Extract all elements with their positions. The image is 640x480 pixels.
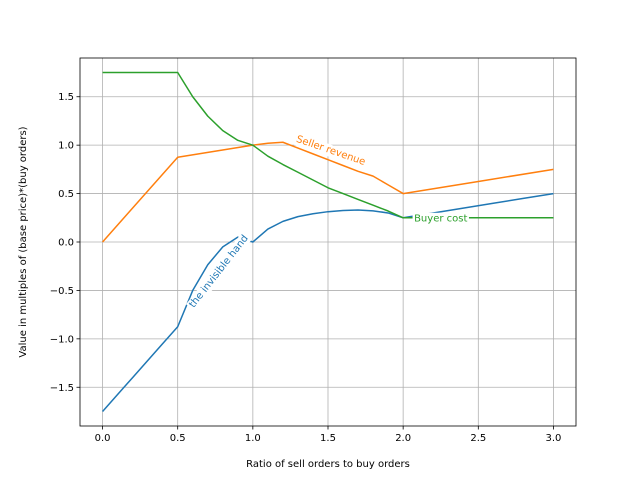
x-tick-label: 0.0 <box>95 433 111 444</box>
y-tick-label: −1.5 <box>50 383 74 394</box>
x-tick-label: 0.5 <box>170 433 186 444</box>
y-tick-label: 1.5 <box>58 92 74 103</box>
y-axis-label: Value in multiples of (base price)*(buy … <box>18 126 29 357</box>
inline-label-buyer-cost: Buyer cost <box>414 213 467 224</box>
ticks: 0.0 0.5 1.0 1.5 2.0 2.5 3.0 −1.5 −1.0 −0.5 0.0 0.5 1… <box>50 92 562 444</box>
y-tick-label: −1.0 <box>50 334 74 345</box>
x-tick-label: 2.0 <box>395 433 411 444</box>
inline-label-background <box>293 132 369 169</box>
x-tick-label: 1.0 <box>245 433 261 444</box>
y-tick-label: −0.5 <box>50 286 74 297</box>
inline-label-background <box>412 212 469 225</box>
y-tick-label: 0.0 <box>58 238 74 249</box>
series-line-seller-revenue <box>101 141 554 243</box>
inline-label-background <box>186 231 253 312</box>
x-axis-label: Ratio of sell orders to buy orders <box>246 459 410 470</box>
x-tick-label: 1.5 <box>320 433 336 444</box>
y-tick-label: 1.0 <box>58 141 74 152</box>
x-tick-label: 3.0 <box>546 433 562 444</box>
series-line-buyer-cost <box>102 71 554 219</box>
y-tick-label: 0.5 <box>58 189 74 200</box>
x-tick-label: 2.5 <box>470 433 486 444</box>
